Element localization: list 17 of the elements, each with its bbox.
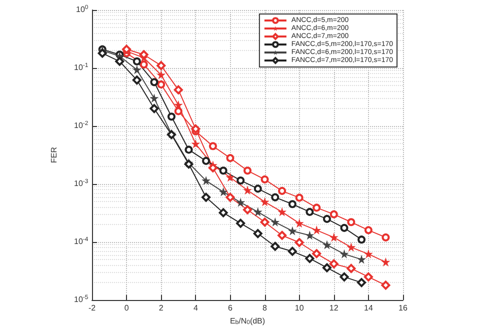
y-axis-title: FER	[50, 146, 58, 163]
x-tick-label: 12	[329, 304, 339, 312]
y-tick-label: 10$^{-1}$	[74, 63, 88, 73]
x-tick-label: 10	[294, 304, 304, 312]
x-tick-label: 8	[262, 304, 268, 312]
y-tick-label: 10$^{-4}$	[74, 237, 88, 247]
x-tick-label: 2	[158, 304, 164, 312]
y-tick-label: 10$^{-2}$	[74, 121, 88, 131]
y-tick-label: 10$^{0}$	[76, 5, 88, 15]
x-tick-label: -2	[88, 304, 96, 312]
x-tick-label: 4	[193, 304, 198, 312]
x-tick-label: 14	[364, 304, 374, 312]
y-tick-label: 10$^{-5}$	[74, 295, 88, 305]
y-tick-label: 10$^{-3}$	[74, 179, 88, 189]
x-tick-label: 0	[124, 304, 130, 312]
x-tick-label: 16	[398, 304, 408, 312]
x-tick-label: 6	[228, 304, 233, 312]
